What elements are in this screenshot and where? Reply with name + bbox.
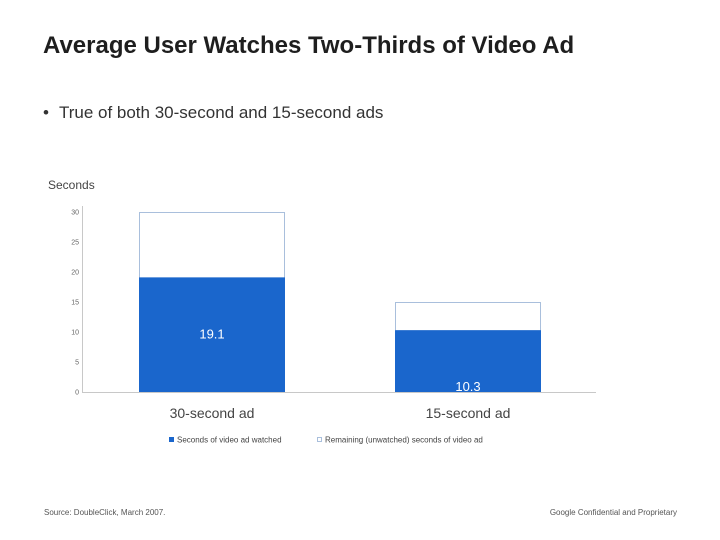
source-note: Source: DoubleClick, March 2007. [44, 508, 166, 517]
legend-swatch-remaining [317, 437, 322, 442]
data-label-1: 19.1 [199, 326, 224, 341]
bar-watched-2 [395, 330, 541, 392]
y-tick-label: 20 [71, 270, 79, 277]
bullet-text: True of both 30-second and 15-second ads [58, 103, 384, 122]
confidentiality-note: Google Confidential and Proprietary [549, 508, 677, 517]
y-tick-label: 5 [75, 360, 79, 367]
legend-label: Remaining (unwatched) seconds of video a… [325, 436, 483, 445]
x-tick-label: 15-second ad [426, 405, 511, 421]
bar-remaining-1 [139, 212, 285, 279]
y-tick-label: 0 [75, 390, 79, 397]
y-axis-label: Seconds [48, 178, 95, 192]
y-tick-label: 30 [71, 210, 79, 217]
legend-swatch-watched [169, 437, 174, 442]
data-label-2: 10.3 [455, 379, 480, 394]
chart-legend: Seconds of video ad watched Remaining (un… [169, 436, 483, 445]
stacked-bar-chart: Seconds 0 5 10 15 20 25 30 19.1 30-second ad 10.3… [48, 178, 596, 445]
bullet-dot: • [43, 103, 49, 122]
x-tick-label: 30-second ad [170, 405, 255, 421]
y-tick-label: 10 [71, 330, 79, 337]
y-tick-label: 15 [71, 300, 79, 307]
bar-watched-1 [139, 277, 285, 392]
bar-remaining-2 [395, 302, 541, 332]
plot-area: 0 5 10 15 20 25 30 19.1 30-second ad 10.3 15-secon… [71, 206, 596, 421]
y-tick-label: 25 [71, 240, 79, 247]
legend-label: Seconds of video ad watched [177, 436, 282, 445]
bullet-point: • True of both 30-second and 15-second ad… [43, 103, 383, 123]
slide-title: Average User Watches Two-Thirds of Video… [43, 32, 575, 59]
